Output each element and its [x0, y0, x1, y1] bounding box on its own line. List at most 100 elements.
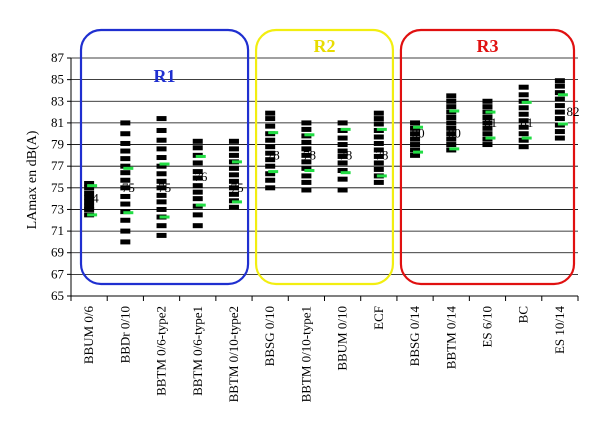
green-marker — [485, 136, 496, 140]
x-tick-label: BBTM 0/6-type1 — [190, 306, 205, 396]
mean-label: 75 — [231, 180, 244, 195]
data-point — [192, 169, 203, 175]
mean-label: 76 — [194, 169, 208, 184]
x-tick-label: BBTM 0/10-type2 — [226, 306, 241, 402]
data-point — [120, 185, 131, 191]
green-marker — [87, 213, 98, 217]
data-point — [265, 110, 276, 116]
data-point — [301, 165, 312, 171]
data-point — [156, 127, 167, 133]
green-marker — [557, 93, 568, 97]
data-point — [192, 196, 203, 202]
mean-label: 80 — [448, 126, 461, 141]
x-tick-label: ES 10/14 — [552, 306, 567, 355]
data-point — [84, 206, 95, 212]
x-tick-label: ECF — [371, 306, 386, 330]
green-marker — [485, 110, 496, 114]
region-label: R1 — [154, 66, 176, 86]
data-point — [156, 178, 167, 184]
mean-label: 81 — [484, 115, 497, 130]
data-point — [156, 137, 167, 143]
data-point — [518, 92, 529, 98]
data-point — [446, 104, 457, 110]
data-point — [373, 179, 384, 185]
data-point — [120, 201, 131, 207]
y-tick-label: 83 — [51, 93, 64, 108]
data-point — [192, 223, 203, 229]
green-marker — [521, 136, 532, 140]
data-point — [446, 136, 457, 142]
green-marker — [376, 127, 387, 131]
green-marker — [449, 147, 460, 151]
data-point — [228, 178, 239, 184]
data-point — [265, 144, 276, 150]
data-point — [228, 152, 239, 158]
data-point — [265, 116, 276, 122]
mean-label: 82 — [567, 104, 580, 119]
data-point — [301, 126, 312, 132]
data-point — [156, 185, 167, 191]
data-point — [373, 153, 384, 159]
data-point — [554, 96, 565, 102]
data-point — [554, 135, 565, 141]
data-point — [301, 139, 312, 145]
data-point — [228, 191, 239, 197]
data-point — [337, 120, 348, 126]
data-point — [554, 103, 565, 109]
data-point — [446, 142, 457, 148]
data-point — [84, 190, 95, 196]
data-point — [156, 232, 167, 238]
data-point — [410, 152, 421, 158]
mean-label: 78 — [375, 147, 388, 162]
region-layer: R1 R2 R3 — [79, 28, 576, 286]
x-tick-label: ES 6/10 — [479, 306, 494, 348]
region-label: R3 — [476, 36, 498, 56]
mean-label: 75 — [158, 180, 171, 195]
y-tick-label: 65 — [51, 288, 64, 303]
data-point — [373, 134, 384, 140]
data-point — [337, 142, 348, 148]
x-tick-label: BBSG 0/10 — [262, 306, 277, 366]
region-box — [254, 28, 395, 286]
region-box — [79, 28, 250, 286]
y-tick-label: 81 — [51, 115, 64, 130]
data-point — [120, 177, 131, 183]
data-point — [373, 147, 384, 153]
data-point — [265, 157, 276, 163]
data-point — [120, 131, 131, 137]
green-marker — [159, 162, 170, 166]
data-point — [337, 168, 348, 174]
data-point — [482, 125, 493, 131]
green-marker — [195, 154, 206, 158]
y-tick-label: 71 — [51, 223, 64, 238]
green-marker — [87, 184, 98, 188]
data-point — [228, 172, 239, 178]
mean-label: 78 — [303, 147, 316, 162]
green-marker — [376, 174, 387, 178]
data-point — [337, 187, 348, 193]
data-point — [265, 163, 276, 169]
x-tick-label: BBTM 0/10-type1 — [298, 306, 313, 402]
green-marker — [123, 166, 134, 170]
data-point — [373, 116, 384, 122]
data-point — [554, 109, 565, 115]
green-marker — [340, 127, 351, 131]
data-point — [410, 136, 421, 142]
data-point — [265, 150, 276, 156]
x-tick-label: BBSG 0/14 — [407, 306, 422, 367]
data-point — [337, 176, 348, 182]
point-layer — [84, 78, 565, 245]
green-marker — [304, 169, 315, 173]
data-point — [373, 110, 384, 116]
mean-label: 78 — [267, 147, 280, 162]
data-point — [482, 131, 493, 137]
data-point — [265, 137, 276, 143]
mean-label: 81 — [520, 115, 533, 130]
green-marker — [268, 170, 279, 174]
data-point — [265, 123, 276, 129]
data-point — [518, 137, 529, 143]
data-point — [84, 199, 95, 205]
data-point — [446, 98, 457, 104]
data-point — [192, 138, 203, 144]
